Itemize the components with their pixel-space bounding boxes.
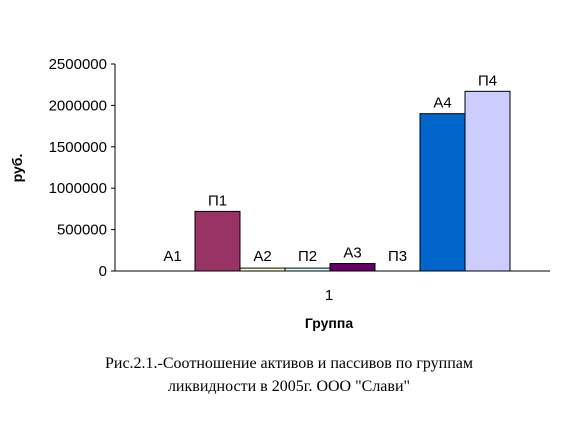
bar-chart: 0 500000 1000000 1500000 2000000 2500000 А1 П1… (9, 56, 550, 331)
bar-label-1: А1 (163, 248, 181, 265)
bar-label-8: П4 (478, 72, 497, 89)
x-axis-title: Группа (305, 315, 353, 331)
y-tick-label: 500000 (57, 222, 107, 239)
bar-label-3: А2 (253, 248, 271, 265)
y-axis: 0 500000 1000000 1500000 2000000 2500000 (49, 56, 115, 280)
bar-5 (329, 263, 376, 272)
y-tick-label: 0 (99, 263, 107, 280)
y-tick-label: 1500000 (49, 139, 107, 156)
bars (194, 90, 511, 272)
figure-caption-line-2: ликвидности в 2005г. ООО "Слави" (167, 378, 411, 395)
bar-7 (419, 113, 466, 272)
bar-2 (194, 210, 241, 272)
bar-label-6: П3 (388, 248, 407, 265)
y-tick-label: 2000000 (49, 97, 107, 114)
bar-label-7: А4 (433, 95, 451, 112)
bar-label-4: П2 (298, 248, 317, 265)
bar-label-5: А3 (343, 245, 361, 262)
y-tick-label: 2500000 (49, 56, 107, 73)
y-tick-label: 1000000 (49, 180, 107, 197)
y-axis-title: руб. (9, 154, 25, 183)
bar-labels: А1 П1 А2 П2 А3 П3 А4 П4 (163, 72, 497, 265)
x-tick-label: 1 (325, 287, 333, 304)
bar-label-2: П1 (208, 192, 227, 209)
figure-caption-line-1: Рис.2.1.-Соотношение активов и пассивов … (104, 355, 474, 372)
bar-8 (464, 90, 511, 272)
